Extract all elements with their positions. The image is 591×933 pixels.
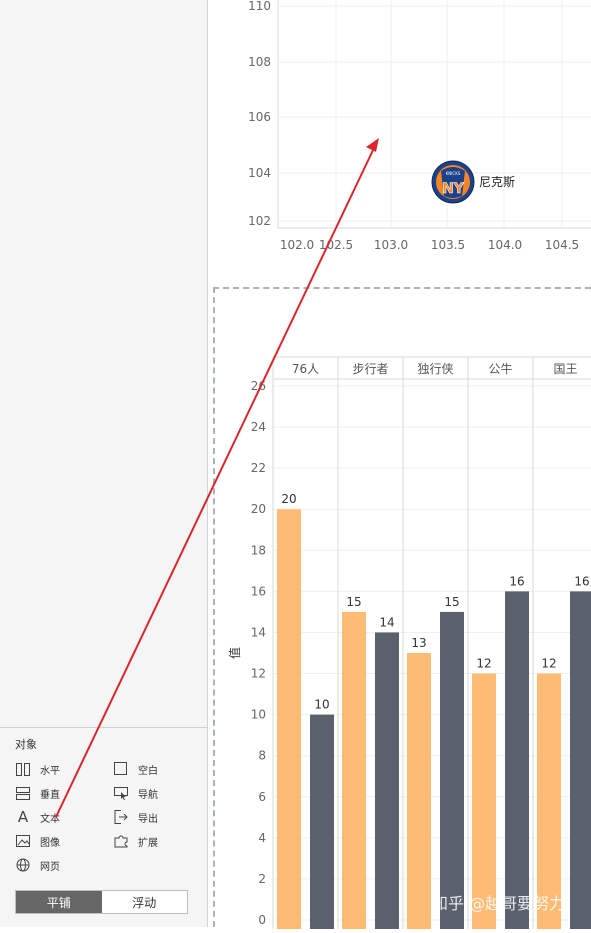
- y-tick-label: 22: [251, 461, 266, 475]
- object-label: 水平: [40, 765, 60, 777]
- object-label: 垂直: [40, 789, 60, 801]
- panel-header-label: 国王: [553, 362, 577, 376]
- x-tick-label: 102.5: [319, 238, 353, 252]
- logo-subtext: KNICKS: [446, 171, 461, 176]
- bar-data-label: 15: [444, 595, 459, 609]
- bar: [407, 653, 431, 929]
- object-label: 网页: [40, 861, 60, 873]
- x-tick-label: 104.0: [488, 238, 522, 252]
- object-label: 扩展: [138, 837, 158, 849]
- object-label: 导出: [138, 813, 158, 825]
- object-navigation[interactable]: 导航: [113, 785, 158, 801]
- bar: [440, 611, 464, 929]
- object-label: 空白: [138, 765, 158, 777]
- extension-icon: [113, 833, 129, 849]
- bar: [342, 611, 366, 929]
- bar-chart-container: 0 2 4 6 8 10 12 14 16 18 20 22 24 26 值 76人 20 10 步行者 15 14 独行…: [213, 287, 591, 929]
- object-export[interactable]: 导出: [113, 809, 158, 825]
- bar: [505, 591, 529, 929]
- scatter-chart: 110 108 106 104 102 102.0 102.5 103.0 10…: [208, 0, 591, 262]
- bar-data-label: 12: [476, 657, 491, 671]
- y-axis-label: 值: [227, 647, 242, 659]
- y-tick-label: 12: [251, 667, 266, 681]
- object-label: 导航: [138, 789, 158, 801]
- bar-data-label: 16: [509, 574, 524, 588]
- bar-data-label: 13: [411, 636, 426, 650]
- object-label: 图像: [40, 837, 60, 849]
- y-tick-label: 14: [251, 625, 266, 639]
- object-webpage[interactable]: 网页: [15, 857, 60, 873]
- bar: [310, 714, 334, 929]
- point-label: 尼克斯: [479, 175, 515, 189]
- export-icon: [113, 809, 129, 825]
- tiled-button[interactable]: 平铺: [16, 891, 102, 913]
- panel-header-label: 76人: [292, 362, 319, 376]
- bar: [375, 632, 399, 929]
- y-tick-label: 2: [258, 872, 266, 886]
- x-tick-label: 103.5: [431, 238, 465, 252]
- bar: [277, 509, 301, 929]
- bar: [472, 673, 496, 929]
- y-tick-label: 10: [251, 708, 266, 722]
- y-tick-label: 110: [248, 0, 271, 13]
- y-tick-label: 20: [251, 502, 266, 516]
- y-tick-label: 102: [248, 214, 271, 228]
- object-blank[interactable]: 空白: [113, 761, 158, 777]
- horizontal-layout-icon: [15, 761, 31, 777]
- object-extension[interactable]: 扩展: [113, 833, 158, 849]
- y-tick-label: 4: [258, 831, 266, 845]
- logo-text: NY: [442, 181, 465, 197]
- object-text[interactable]: A 文本: [15, 808, 60, 826]
- bar-chart-svg: 02468101214161820222426值76人2010步行者1514独行…: [227, 356, 591, 929]
- panel-header-label: 步行者: [352, 362, 388, 376]
- webpage-icon: [15, 857, 31, 873]
- bar-data-label: 16: [574, 574, 589, 588]
- left-panel: 对象 水平 空白 垂直 导航 A 文本: [0, 0, 208, 927]
- x-tick-label: 103.0: [374, 238, 408, 252]
- bar-data-label: 12: [541, 657, 556, 671]
- object-horizontal[interactable]: 水平: [15, 761, 60, 777]
- watermark: 知乎 @越哥要努力: [432, 894, 566, 913]
- objects-section: 对象 水平 空白 垂直 导航 A 文本: [0, 727, 207, 914]
- bar-data-label: 14: [379, 615, 394, 629]
- scatter-svg: 110 108 106 104 102 102.0 102.5 103.0 10…: [248, 0, 591, 252]
- x-tick-label: 102.0: [280, 238, 314, 252]
- bar: [537, 673, 561, 929]
- y-tick-label: 108: [248, 55, 271, 69]
- object-vertical[interactable]: 垂直: [15, 785, 60, 801]
- floating-button[interactable]: 浮动: [132, 895, 157, 910]
- layout-mode-toggle: 平铺 浮动: [15, 890, 188, 914]
- y-tick-label: 6: [258, 790, 266, 804]
- vertical-layout-icon: [15, 785, 31, 801]
- text-icon: A: [17, 808, 29, 826]
- bar: [570, 591, 591, 929]
- navigation-icon: [113, 785, 129, 801]
- blank-icon: [113, 761, 129, 777]
- y-tick-label: 26: [251, 379, 266, 393]
- object-label: 文本: [40, 813, 60, 825]
- panel-header-label: 公牛: [488, 361, 512, 376]
- y-tick-label: 18: [251, 543, 266, 557]
- y-tick-label: 16: [251, 584, 266, 598]
- object-image[interactable]: 图像: [15, 833, 60, 849]
- image-icon: [15, 833, 31, 849]
- y-tick-label: 106: [248, 110, 271, 124]
- bar-data-label: 10: [314, 698, 329, 712]
- y-tick-label: 0: [258, 913, 266, 927]
- panel-header-label: 独行侠: [417, 362, 453, 376]
- x-tick-label: 104.5: [545, 238, 579, 252]
- y-tick-label: 24: [251, 420, 266, 434]
- bar-data-label: 20: [281, 492, 296, 506]
- y-tick-label: 104: [248, 166, 271, 180]
- objects-title: 对象: [15, 738, 37, 751]
- bar-data-label: 15: [346, 595, 361, 609]
- y-tick-label: 8: [258, 749, 266, 763]
- knicks-logo[interactable]: KNICKS NY: [431, 160, 475, 204]
